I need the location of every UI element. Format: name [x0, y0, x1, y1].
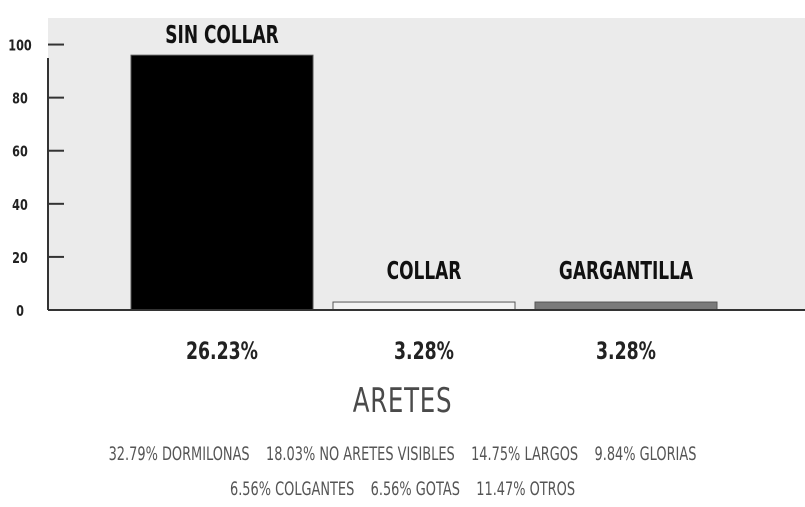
bar-gargantilla: [534, 301, 718, 311]
bar-label: GARGANTILLA: [559, 257, 694, 286]
percent-label: 3.28%: [596, 337, 656, 365]
y-tick-label: 20: [12, 250, 28, 267]
y-tick-label: 80: [12, 91, 28, 108]
aretes-item: 32.79% DORMILONAS: [108, 443, 250, 465]
aretes-item: 18.03% NO ARETES VISIBLES: [265, 443, 455, 465]
bar-labels: SIN COLLAR COLLAR GARGANTILLA: [165, 21, 693, 286]
y-axis: 0 20 40 60 80 100: [8, 38, 64, 321]
bar-label: SIN COLLAR: [165, 21, 279, 50]
bar-collar: [332, 301, 516, 311]
aretes-item: 11.47% OTROS: [476, 478, 576, 500]
y-tick-label: 60: [12, 144, 28, 161]
y-tick-label: 0: [16, 304, 24, 321]
percent-label: 3.28%: [394, 337, 454, 365]
aretes-line-1: 32.79% DORMILONAS 18.03% NO ARETES VISIB…: [88, 443, 717, 465]
aretes-line-2: 6.56% COLGANTES 6.56% GOTAS 11.47% OTROS: [88, 478, 717, 500]
aretes-item: 6.56% GOTAS: [370, 478, 460, 500]
aretes-item: 14.75% LARGOS: [471, 443, 579, 465]
bar-sin-collar: [130, 54, 314, 311]
aretes-title: ARETES: [352, 381, 453, 421]
y-tick-label: 100: [8, 38, 31, 55]
bar-label: COLLAR: [387, 257, 462, 286]
y-tick-label: 40: [12, 197, 28, 214]
percent-label: 26.23%: [186, 337, 258, 365]
aretes-item: 9.84% GLORIAS: [594, 443, 697, 465]
aretes-item: 6.56% COLGANTES: [229, 478, 355, 500]
bar-chart: 0 20 40 60 80 100 SIN COLLAR COLLAR GARGANTILLA…: [8, 18, 805, 365]
percent-labels: 26.23% 3.28% 3.28%: [186, 337, 656, 365]
